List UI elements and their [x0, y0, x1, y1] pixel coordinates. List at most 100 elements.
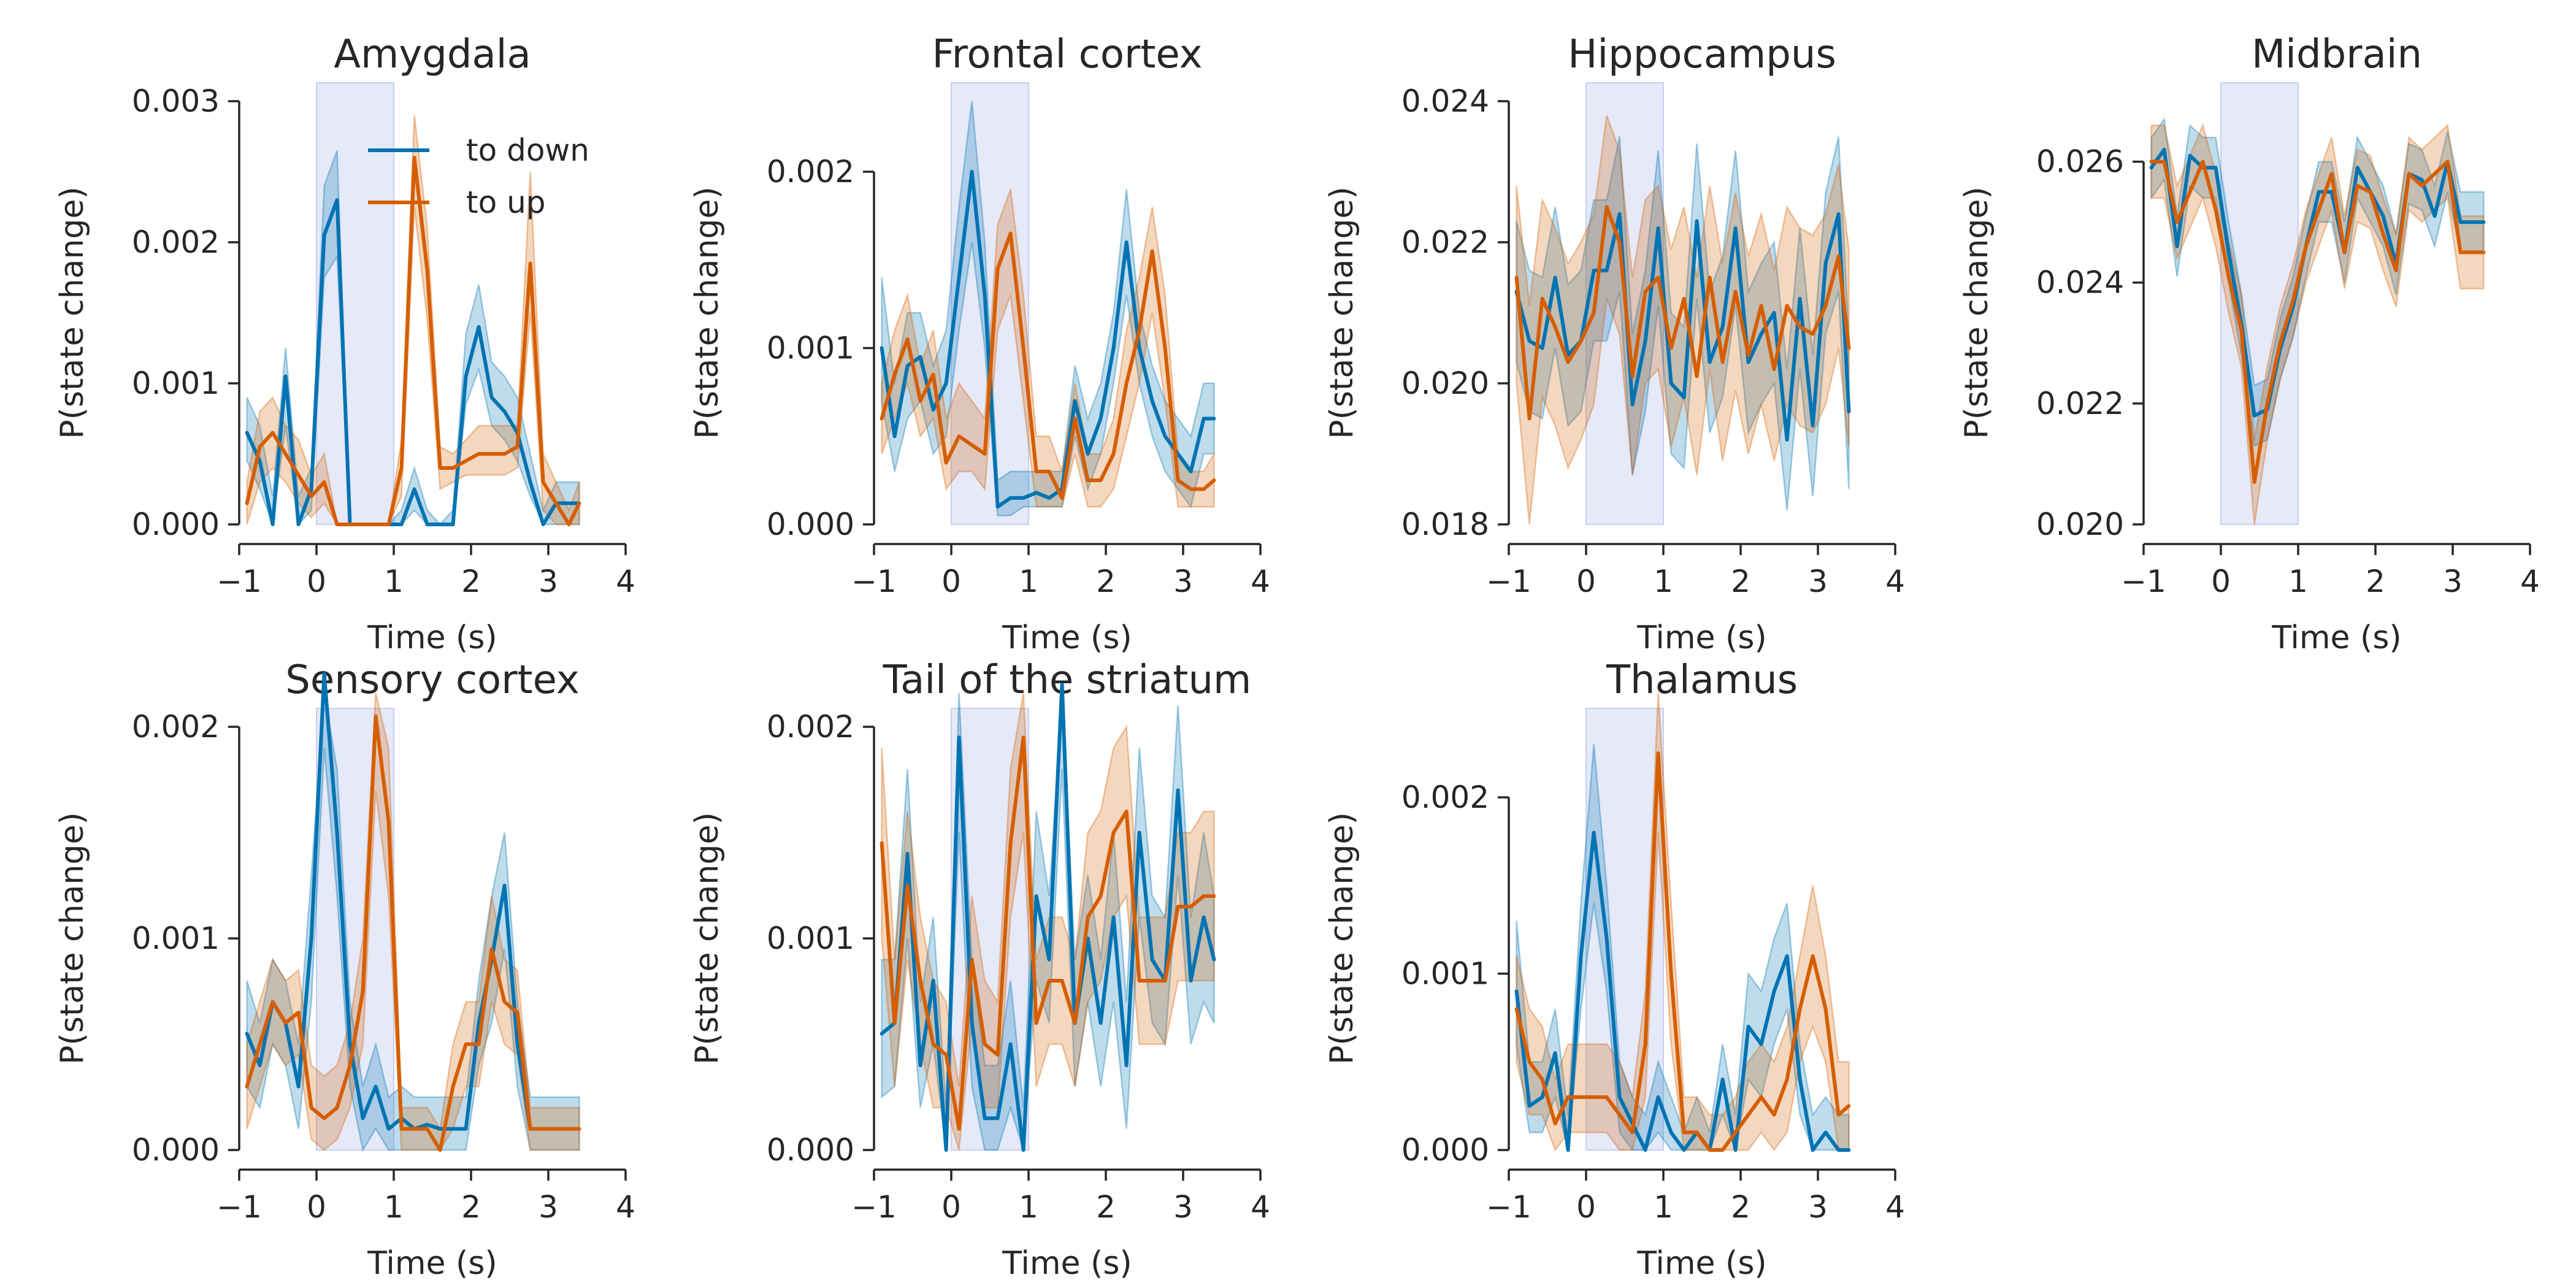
x-tick-label: 0 [2211, 564, 2231, 599]
x-tick-label: 3 [1808, 564, 1828, 599]
ci-band-to-up [2150, 123, 2485, 525]
panel-title: Midbrain [2252, 32, 2422, 77]
series-line-to-down [245, 198, 581, 526]
x-tick-label: 0 [1576, 1189, 1596, 1225]
panel-title: Frontal cortex [932, 32, 1202, 77]
x-axis-label: Time (s) [1636, 619, 1766, 656]
ci-band-to-down [881, 692, 1215, 1151]
series-line-to-up [245, 156, 581, 526]
legend-label-to-down: to down [466, 132, 589, 168]
panel-tail-of-the-striatum: Tail of the striatum 0.000 0.001 0.002 −1 0 1 2… [689, 657, 1270, 1282]
series-line-to-down [2149, 147, 2486, 418]
panel-title: Sensory cortex [285, 657, 579, 703]
series-line-to-up [1514, 751, 1851, 1152]
series-line-to-up [880, 735, 1216, 1131]
x-tick-label: −1 [851, 564, 897, 599]
x-axis-label: Time (s) [1002, 619, 1132, 656]
y-tick-label: 0.024 [2036, 265, 2124, 301]
ci-band-to-up [1516, 115, 1850, 525]
x-tick-label: 4 [616, 564, 635, 599]
x-tick-label: 4 [1885, 564, 1905, 599]
x-axis-label: Time (s) [367, 1245, 497, 1282]
x-tick-label: −1 [217, 564, 262, 599]
x-tick-label: 2 [1731, 564, 1750, 599]
y-tick-label: 0.002 [132, 224, 220, 260]
y-axis-label: P(state change) [1324, 186, 1360, 439]
x-tick-label: 2 [1731, 1189, 1750, 1225]
x-tick-label: 1 [1019, 564, 1038, 599]
x-tick-label: −1 [1486, 1189, 1531, 1225]
x-tick-label: −1 [2121, 564, 2166, 599]
y-tick-label: 0.001 [132, 921, 220, 956]
stimulus-window [951, 82, 1029, 525]
panel-title: Thalamus [1606, 657, 1798, 703]
y-tick-label: 0.001 [1401, 956, 1489, 992]
x-tick-label: −1 [1486, 564, 1531, 599]
panel-title: Amygdala [334, 32, 531, 77]
x-tick-label: 2 [1096, 1189, 1116, 1225]
x-tick-label: 0 [1576, 564, 1596, 599]
y-tick-label: 0.002 [767, 154, 854, 190]
x-axis-label: Time (s) [1636, 1245, 1766, 1282]
y-tick-label: 0.018 [1401, 507, 1489, 542]
y-axis-label: P(state change) [54, 812, 91, 1065]
x-tick-label: 3 [1173, 564, 1193, 599]
x-tick-label: 1 [384, 1189, 404, 1225]
x-tick-label: 4 [1251, 564, 1270, 599]
series-line-to-up [880, 231, 1216, 500]
x-tick-label: 3 [1808, 1189, 1828, 1225]
y-tick-label: 0.002 [1401, 780, 1489, 815]
panel-sensory-cortex: Sensory cortex 0.000 0.001 0.002 −1 0 1 2 3 4 Time… [54, 657, 635, 1282]
y-tick-label: 0.002 [132, 709, 220, 745]
y-tick-label: 0.020 [1401, 366, 1489, 401]
x-tick-label: 0 [941, 1189, 961, 1225]
ci-band-to-up [881, 189, 1215, 508]
x-tick-label: 2 [461, 564, 481, 599]
y-axis-label: P(state change) [689, 812, 726, 1065]
y-tick-label: 0.024 [1401, 83, 1489, 119]
x-tick-label: 2 [2366, 564, 2385, 599]
y-tick-label: 0.000 [132, 507, 220, 542]
y-tick-label: 0.022 [2036, 386, 2124, 421]
y-axis-label: P(state change) [54, 186, 91, 439]
y-tick-label: 0.001 [767, 331, 854, 366]
y-tick-label: 0.020 [2036, 507, 2124, 542]
y-axis-label: P(state change) [1958, 186, 1995, 439]
x-tick-label: 3 [2443, 564, 2463, 599]
panel-thalamus: Thalamus 0.000 0.001 0.002 −1 0 1 2 3 4 Time (s) P(… [1324, 657, 1905, 1282]
panel-frontal-cortex: Frontal cortex 0.000 0.001 0.002 −1 0 1 2 3 4 Time… [689, 32, 1270, 656]
x-tick-label: −1 [851, 1189, 897, 1225]
y-axis-label: P(state change) [689, 186, 726, 439]
y-tick-label: 0.001 [767, 921, 854, 956]
x-tick-label: 1 [1654, 564, 1673, 599]
y-axis-label: P(state change) [1324, 812, 1360, 1065]
panel-title: Hippocampus [1568, 32, 1836, 77]
x-tick-label: 1 [1019, 1189, 1038, 1225]
legend: to down to up [368, 132, 589, 220]
ci-band-to-up [881, 692, 1215, 1151]
panel-title: Tail of the striatum [883, 657, 1252, 703]
ci-band-to-down [1516, 136, 1850, 511]
panel-hippocampus: Hippocampus 0.018 0.020 0.022 0.024 −1 0 1 2 3 4 Ti… [1324, 32, 1905, 656]
series-line-to-down [880, 683, 1216, 1152]
series-line-to-up [1514, 205, 1851, 421]
x-tick-label: 0 [941, 564, 961, 599]
x-axis-label: Time (s) [1002, 1245, 1132, 1282]
y-tick-label: 0.003 [132, 83, 220, 119]
y-tick-label: 0.000 [767, 1132, 854, 1168]
y-tick-label: 0.001 [132, 366, 220, 401]
x-tick-label: 3 [539, 564, 558, 599]
y-tick-label: 0.000 [767, 507, 854, 542]
series-line-to-up [2149, 159, 2486, 484]
y-tick-label: 0.000 [132, 1132, 220, 1168]
x-tick-label: 1 [384, 564, 404, 599]
panel-midbrain: Midbrain 0.020 0.022 0.024 0.026 −1 0 1 2 3 4 Time … [1958, 32, 2540, 656]
x-tick-label: 4 [1251, 1189, 1270, 1225]
series-line-to-down [1514, 212, 1851, 442]
x-tick-label: 2 [461, 1189, 481, 1225]
stimulus-window [316, 82, 394, 525]
x-axis-label: Time (s) [367, 619, 497, 656]
x-tick-label: 0 [307, 1189, 326, 1225]
legend-label-to-up: to up [466, 185, 546, 220]
panel-amygdala: Amygdala 0.000 0.001 0.002 0.003 −1 0 1 2 3 4 Time … [54, 32, 635, 656]
